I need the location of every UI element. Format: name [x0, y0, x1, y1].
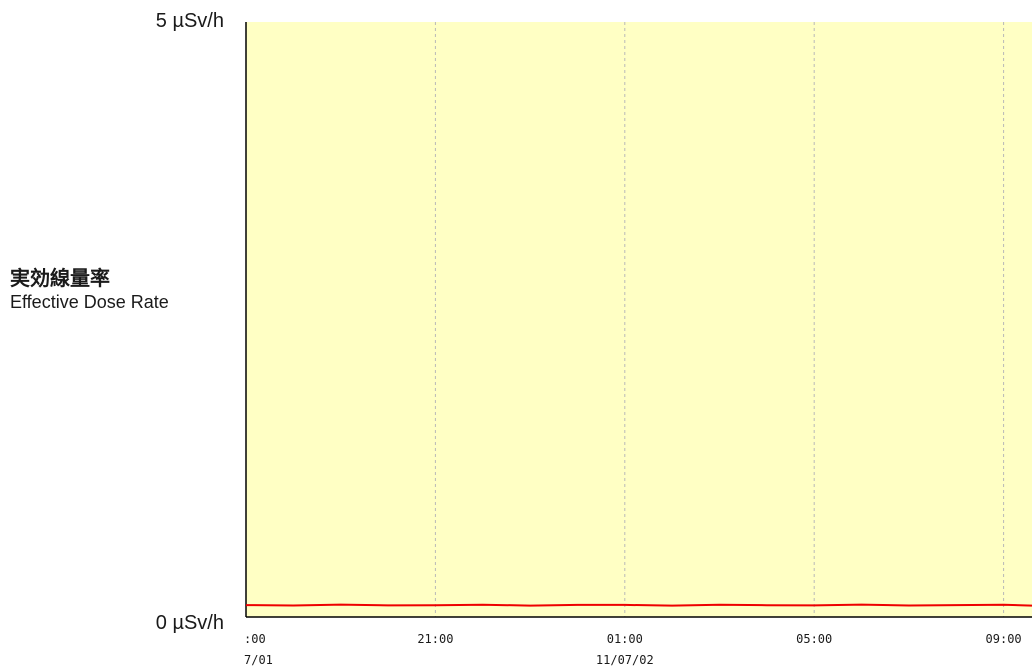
x-tick-label: 09:00: [986, 632, 1022, 646]
x-tick-label: 01:00: [607, 632, 643, 646]
series-line: [245, 603, 1032, 607]
x-tick-label: 05:00: [796, 632, 832, 646]
y-tick-max: 5 µSv/h: [155, 10, 224, 32]
y-tick-min: 0 µSv/h: [155, 612, 224, 634]
y-axis-label-english: Effective Dose Rate: [10, 292, 169, 312]
y-axis-label-japanese: 実効線量率: [10, 266, 110, 290]
x-tick-labels: :00 21:00 01:00 05:00 09:00 7/01 11/07/02: [244, 632, 1022, 667]
x-tick-label: 21:00: [417, 632, 453, 646]
x-tick-label: :00: [244, 632, 266, 646]
x-date-label: 7/01: [244, 653, 273, 667]
plot-area: [246, 22, 1032, 617]
x-date-label: 11/07/02: [596, 653, 654, 667]
series-group: [245, 603, 1032, 607]
